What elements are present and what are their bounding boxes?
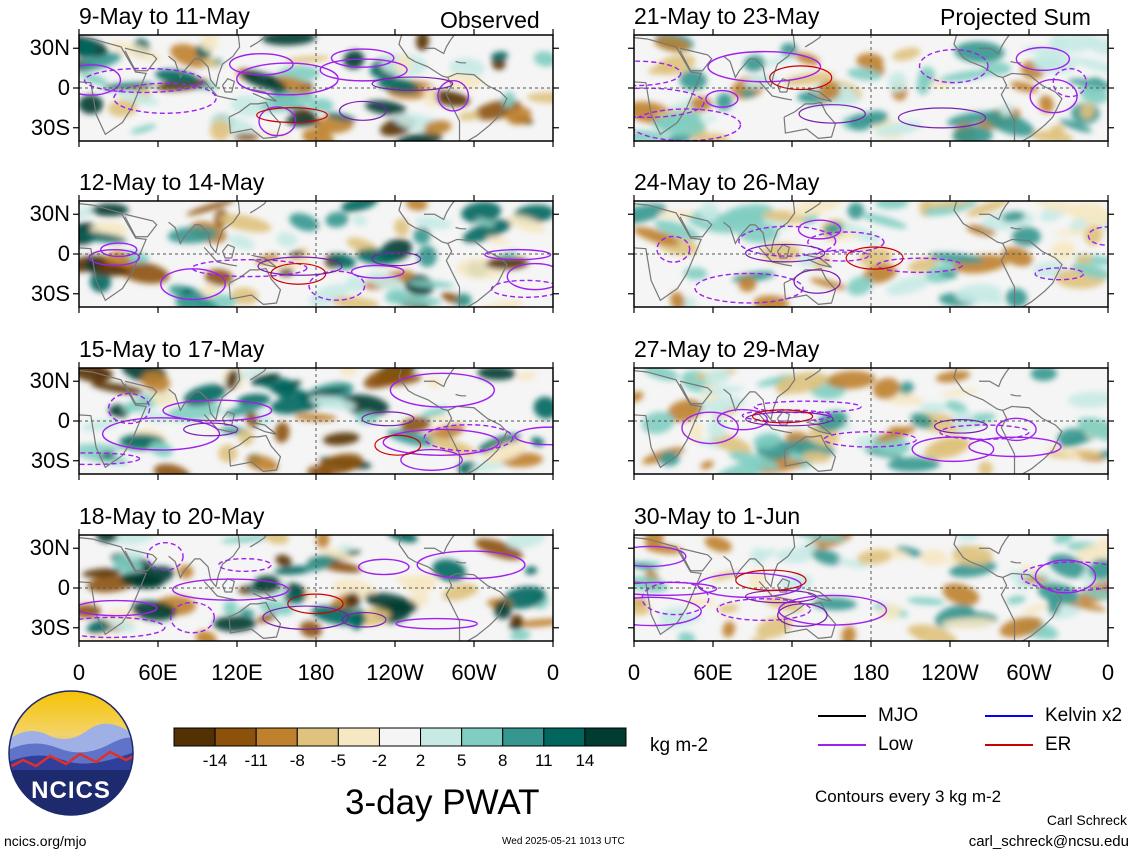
- lon-label: 180: [852, 660, 890, 685]
- ncics-logo: NCICS: [8, 690, 134, 816]
- projected-panel-1: [628, 29, 1114, 147]
- legend-low: Low: [818, 734, 913, 756]
- projected-panel-title-4: 30-May to 1-Jun: [634, 503, 801, 529]
- colorbar-tick-label: 14: [575, 751, 595, 770]
- projected-label: Projected Sum: [940, 4, 1091, 30]
- colorbar-units: kg m-2: [650, 735, 709, 756]
- lon-label: 120E: [211, 660, 263, 685]
- projected-panel-title-1: 21-May to 23-May: [634, 3, 820, 29]
- lat-label: 30N: [29, 35, 70, 61]
- lat-label: 0: [57, 241, 70, 266]
- observed-panel-title-3: 15-May to 17-May: [79, 336, 265, 362]
- contour-note: Contours every 3 kg m-2: [815, 787, 1002, 806]
- figure-title: 3-day PWAT: [345, 783, 540, 822]
- lon-label: 60E: [693, 660, 733, 685]
- lon-label: 180: [297, 660, 335, 685]
- logo-text: NCICS: [31, 777, 111, 804]
- lon-label: 60W: [1006, 660, 1052, 685]
- legend-line-mjo: [818, 715, 866, 717]
- lon-label: 60W: [451, 660, 497, 685]
- colorbar-tick-label: 11: [534, 751, 553, 770]
- lon-label: 0: [627, 660, 641, 685]
- colorbar-swatch: [214, 727, 257, 747]
- lon-label: 0: [1101, 660, 1115, 685]
- colorbar: [173, 727, 627, 747]
- legend-label-low: Low: [878, 734, 913, 755]
- colorbar-swatch: [502, 727, 545, 747]
- timestamp: Wed 2025-05-21 1013 UTC: [502, 836, 625, 847]
- colorbar-swatch: [255, 727, 298, 747]
- lat-label: 30S: [30, 447, 70, 473]
- lon-label: 60E: [138, 660, 178, 685]
- colorbar-swatch: [337, 727, 380, 747]
- site-link[interactable]: ncics.org/mjo: [4, 833, 87, 849]
- projected-panel-4: [628, 529, 1114, 647]
- observed-label: Observed: [440, 7, 540, 33]
- colorbar-swatch: [461, 727, 504, 747]
- colorbar-tick-label: -11: [244, 751, 268, 770]
- projected-panel-title-3: 27-May to 29-May: [634, 336, 820, 362]
- legend-label-er: ER: [1045, 734, 1072, 755]
- colorbar-swatch: [584, 727, 627, 747]
- lat-label: 30S: [30, 114, 70, 140]
- colorbar-tick-label: -8: [289, 751, 305, 770]
- legend-label-mjo: MJO: [878, 705, 919, 726]
- observed-panel-4: [73, 529, 559, 647]
- colorbar-tick-label: -5: [330, 751, 346, 770]
- lat-label: 30S: [30, 614, 70, 640]
- legend-line-kelvin: [985, 715, 1033, 717]
- colorbar-swatch: [378, 727, 422, 747]
- legend-label-kelvin: Kelvin x2: [1045, 705, 1123, 726]
- observed-panel-title-4: 18-May to 20-May: [79, 503, 265, 529]
- colorbar-tick-label: 8: [497, 751, 508, 770]
- legend-er: ER: [985, 734, 1071, 756]
- lon-label: 120W: [366, 660, 424, 685]
- lat-label: 30S: [30, 280, 70, 306]
- colorbar-swatch: [296, 727, 339, 747]
- lat-label: 0: [57, 408, 70, 433]
- lat-label: 30N: [29, 535, 70, 561]
- lat-label: 0: [57, 575, 70, 600]
- legend-mjo: MJO: [818, 705, 918, 727]
- observed-panel-3: [73, 362, 559, 480]
- lat-label: 0: [57, 75, 70, 100]
- observed-panel-2: [73, 195, 559, 313]
- lon-label: 0: [546, 660, 560, 685]
- colorbar-swatch: [173, 727, 216, 747]
- lat-label: 30N: [29, 201, 70, 227]
- lon-label: 120W: [921, 660, 979, 685]
- observed-panel-title-2: 12-May to 14-May: [79, 169, 265, 195]
- projected-panel-title-2: 24-May to 26-May: [634, 169, 820, 195]
- colorbar-tick-label: -14: [202, 751, 228, 770]
- colorbar-swatch: [543, 727, 586, 747]
- legend-line-er: [985, 744, 1033, 746]
- projected-panel-3: [628, 362, 1114, 480]
- lon-label: 0: [72, 660, 86, 685]
- colorbar-swatch: [420, 727, 463, 747]
- colorbar-tick-label: 5: [456, 751, 467, 770]
- observed-panel-title-1: 9-May to 11-May: [79, 3, 250, 29]
- legend-kelvin: Kelvin x2: [985, 705, 1122, 727]
- projected-panel-2: [628, 195, 1114, 313]
- observed-panel-1: [73, 29, 559, 147]
- author-email[interactable]: carl_schreck@ncsu.edu: [968, 833, 1129, 850]
- lon-label: 120E: [766, 660, 818, 685]
- author: Carl Schreck: [1046, 812, 1127, 828]
- legend-line-low: [818, 744, 866, 746]
- colorbar-tick-label: -2: [371, 751, 388, 770]
- colorbar-tick-label: 2: [415, 751, 426, 770]
- lat-label: 30N: [29, 368, 70, 394]
